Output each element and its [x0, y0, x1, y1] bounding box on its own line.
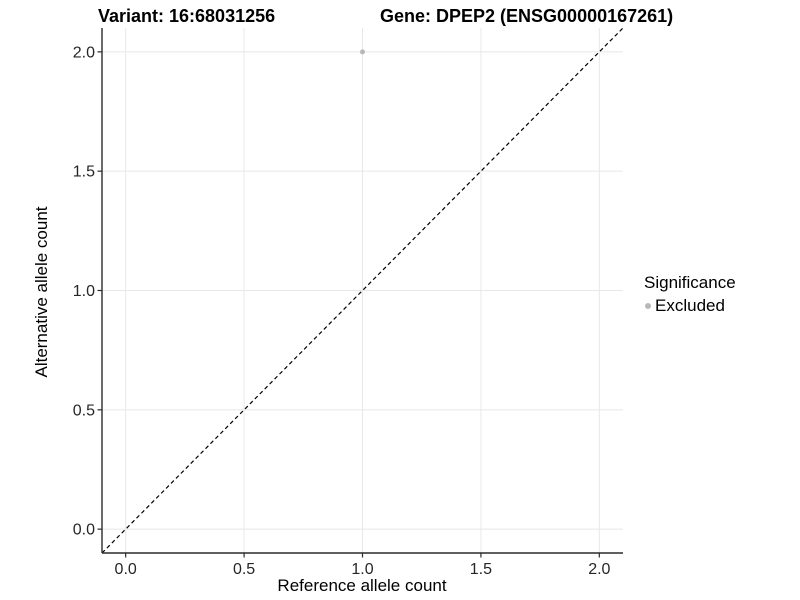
legend-item-excluded: Excluded — [644, 296, 736, 316]
x-tick-label: 2.0 — [588, 561, 610, 578]
y-tick-label: 0.5 — [73, 402, 95, 419]
data-point-excluded — [360, 49, 365, 55]
legend: Significance Excluded — [644, 273, 736, 316]
x-tick-label: 1.0 — [351, 561, 373, 578]
gene-title: Gene: DPEP2 (ENSG00000167261) — [380, 6, 674, 26]
y-tick-label: 2.0 — [73, 44, 95, 61]
legend-title: Significance — [644, 273, 736, 292]
identity-dashed-line — [101, 27, 624, 554]
legend-item-label: Excluded — [655, 296, 725, 315]
x-tick-label: 0.0 — [115, 561, 137, 578]
y-tick-label: 1.5 — [73, 164, 95, 181]
x-tick-label: 1.5 — [470, 561, 492, 578]
variant-title: Variant: 16:68031256 — [98, 6, 276, 26]
x-tick-label: 0.5 — [233, 561, 255, 578]
y-tick-label: 0.0 — [73, 522, 95, 539]
x-axis-title: Reference allele count — [277, 576, 447, 595]
y-tick-label: 1.0 — [73, 283, 95, 300]
legend-point-icon — [645, 303, 651, 309]
